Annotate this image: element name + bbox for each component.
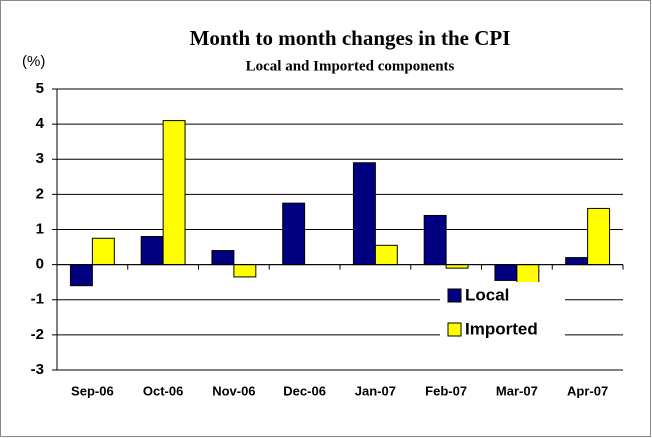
bar (352, 162, 376, 266)
x-tick-label: Sep-06 (71, 383, 114, 398)
bar (282, 202, 306, 266)
bar (69, 264, 93, 287)
bar (91, 237, 115, 266)
bar (162, 120, 186, 266)
x-tick-label: Jan-07 (355, 383, 396, 398)
bar (587, 207, 611, 266)
legend-label: Local (465, 285, 509, 304)
x-tick-label: Nov-06 (212, 383, 255, 398)
x-tick-label: Feb-07 (425, 383, 467, 398)
y-tick-label: 5 (36, 80, 44, 97)
x-tick-label: Oct-06 (143, 383, 183, 398)
y-axis-label: (%) (22, 53, 45, 70)
legend-label: Imported (465, 319, 538, 338)
y-tick-label: -2 (31, 326, 44, 343)
y-tick-label: 2 (36, 185, 44, 202)
x-tick-label: Apr-07 (567, 383, 608, 398)
bar (211, 250, 235, 266)
y-tick-label: 1 (36, 220, 44, 237)
y-tick-label: -3 (31, 361, 44, 378)
chart-subtitle: Local and Imported components (246, 58, 455, 74)
bar (140, 236, 164, 266)
bar (445, 264, 469, 269)
bar (374, 244, 398, 266)
y-tick-label: 4 (36, 115, 45, 132)
bar (494, 264, 518, 281)
x-tick-label: Mar-07 (496, 383, 538, 398)
bar (565, 257, 589, 266)
legend-swatch (447, 322, 462, 337)
x-tick-label: Dec-06 (283, 383, 326, 398)
chart-title: Month to month changes in the CPI (190, 26, 511, 50)
bar (233, 264, 257, 278)
y-tick-label: -1 (31, 291, 44, 308)
bar (423, 214, 447, 266)
y-tick-label: 0 (36, 256, 44, 273)
y-tick-label: 3 (36, 150, 44, 167)
legend-swatch (447, 288, 462, 303)
